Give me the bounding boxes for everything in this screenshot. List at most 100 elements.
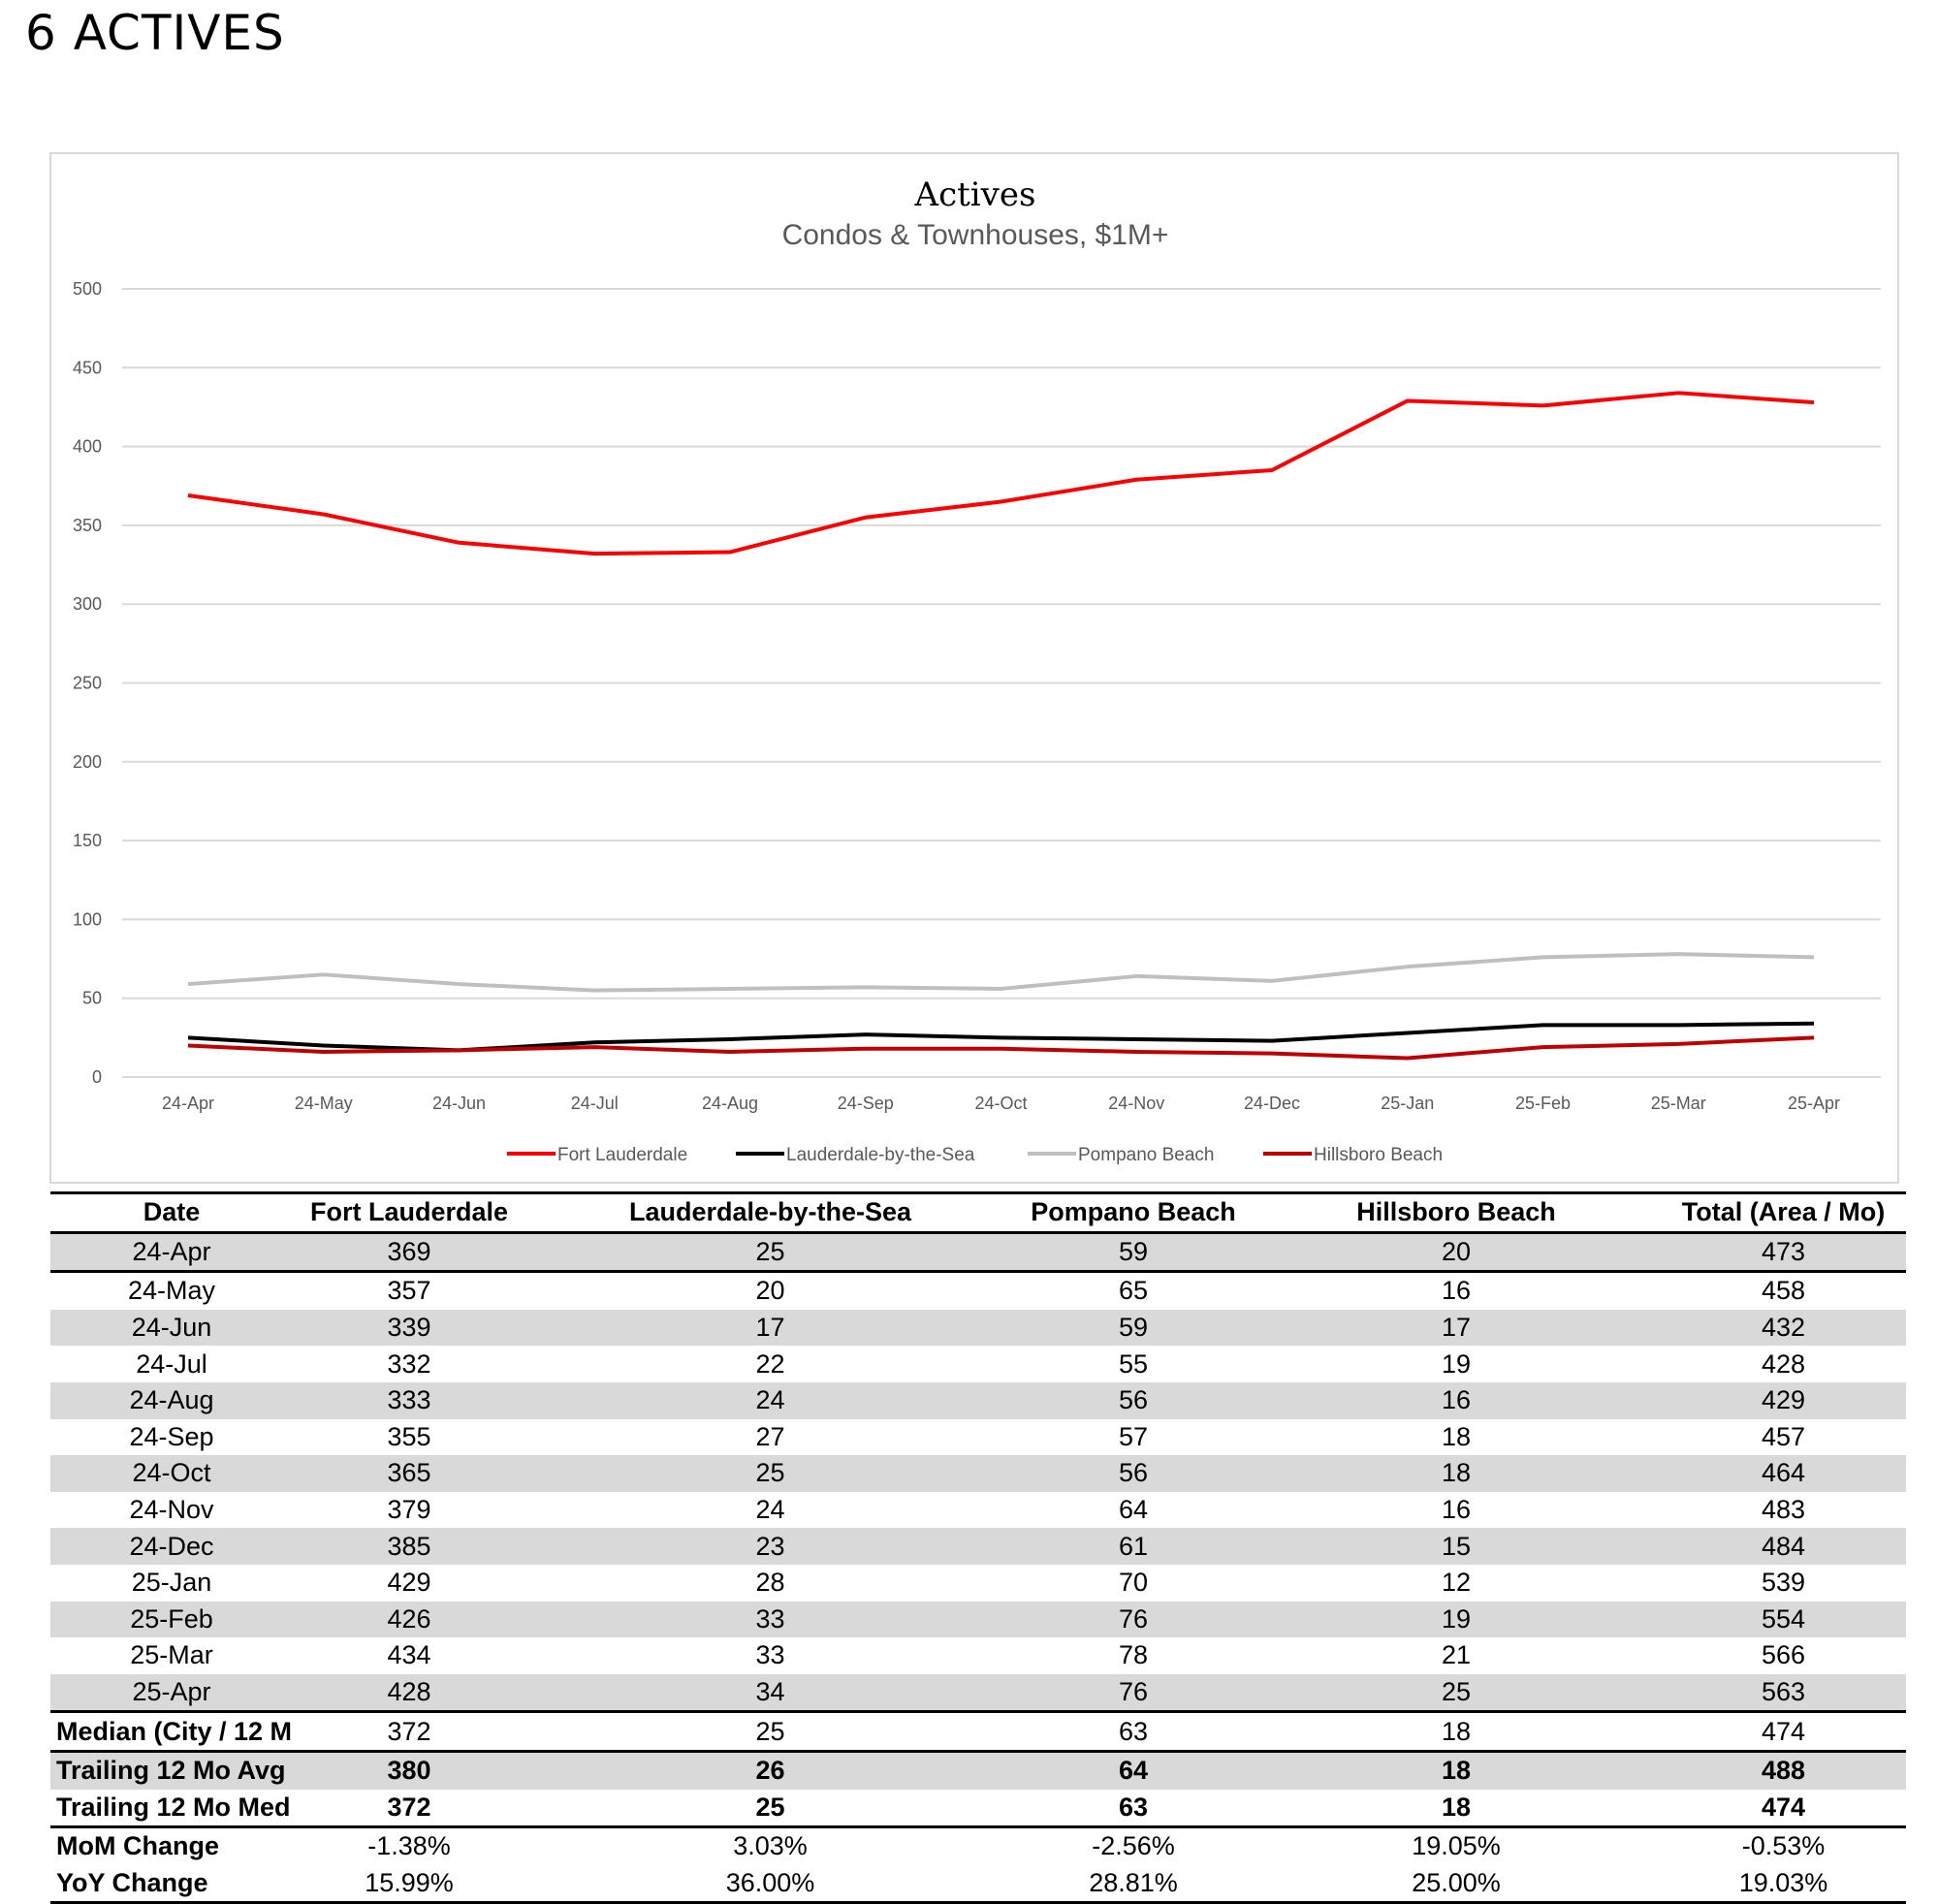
value-cell: 23 [525, 1528, 1015, 1565]
value-cell: 16 [1441, 1276, 1472, 1306]
value-cell: 15 [1252, 1528, 1661, 1565]
value-cell: 24 [525, 1381, 1015, 1419]
summary-row: YoY Change 15.99% 36.00% 28.81% 25.00% 19.03% [50, 1864, 1906, 1904]
y-tick-label: 50 [82, 989, 102, 1008]
table-row: 24-Oct 365 25 56 18 464 [50, 1455, 1906, 1492]
summary-label-cell: MoM Change [56, 1831, 219, 1861]
table-row: 24-Apr 369 25 59 20 473 [50, 1232, 1906, 1274]
column-header: Total (Area / Mo) [1661, 1191, 1906, 1234]
x-tick-label: 24-May [295, 1094, 353, 1113]
y-tick-label: 200 [73, 752, 102, 772]
value-cell: 16 [1252, 1381, 1661, 1419]
value-cell: 59 [1015, 1309, 1252, 1347]
column-header: Lauderdale-by-the-Sea [525, 1191, 1015, 1234]
chart-frame: Actives Condos & Townhouses, $1M+ 0 50 100… [49, 152, 1899, 1184]
value-cell: 458 [1761, 1276, 1806, 1306]
value-cell: 33 [525, 1601, 1015, 1638]
y-tick-label: 300 [73, 594, 102, 614]
value-cell: 34 [525, 1673, 1015, 1712]
value-cell: 385 [293, 1528, 525, 1565]
summary-value-cell: 372 [293, 1789, 525, 1829]
x-tick-label: 25-Apr [1788, 1094, 1840, 1113]
legend: Fort Lauderdale Lauderdale-by-the-Sea Pomp… [507, 1145, 1443, 1165]
series-line-fort-lauderdale [187, 391, 1815, 556]
series-line-pompano-beach [187, 952, 1815, 993]
value-cell: 332 [387, 1349, 431, 1379]
value-cell: 22 [755, 1349, 785, 1379]
table-header-row: Date Fort Lauderdale Lauderdale-by-the-Sea… [50, 1191, 1906, 1234]
value-cell: 12 [1441, 1568, 1472, 1598]
summary-value-cell: 28.81% [1015, 1864, 1252, 1904]
y-tick-label: 500 [73, 279, 102, 299]
date-cell: 24-Oct [50, 1455, 293, 1492]
x-tick-label: 24-Sep [838, 1094, 894, 1113]
table-row: 24-Jun 339 17 59 17 432 [50, 1309, 1906, 1347]
value-cell: 61 [1015, 1528, 1252, 1565]
value-cell: 78 [1118, 1640, 1149, 1670]
value-cell: 333 [293, 1381, 525, 1419]
value-cell: 56 [1015, 1381, 1252, 1419]
summary-value-cell: 380 [293, 1749, 525, 1790]
legend-label: Pompano Beach [1078, 1145, 1215, 1165]
value-cell: 434 [387, 1640, 431, 1670]
table-row: 24-Aug 333 24 56 16 429 [50, 1381, 1906, 1419]
summary-value-cell: 488 [1661, 1749, 1906, 1790]
value-cell: 484 [1661, 1528, 1906, 1565]
x-tick-label: 24-Aug [702, 1094, 758, 1113]
value-cell: 20 [1252, 1232, 1661, 1274]
date-cell: 24-May [127, 1276, 216, 1306]
table-row: 24-May 357 20 65 16 458 [50, 1272, 1906, 1310]
value-cell: 19 [1441, 1349, 1472, 1379]
y-tick-label: 400 [73, 437, 102, 457]
x-axis-ticks: 24-Apr 24-May 24-Jun 24-Jul 24-Aug 24-Sep 24-O… [162, 1094, 1840, 1113]
value-cell: 76 [1015, 1601, 1252, 1638]
y-tick-label: 150 [73, 831, 102, 850]
value-cell: 33 [755, 1640, 785, 1670]
date-cell: 24-Jun [50, 1309, 293, 1347]
value-cell: 25 [525, 1232, 1015, 1274]
table-row: 25-Mar 434 33 78 21 566 [50, 1637, 1906, 1674]
summary-value-cell: 474 [1661, 1710, 1906, 1752]
value-cell: 17 [525, 1309, 1015, 1347]
x-tick-label: 25-Jan [1381, 1094, 1434, 1113]
x-tick-label: 25-Feb [1515, 1094, 1571, 1113]
legend-label: Lauderdale-by-the-Sea [786, 1145, 975, 1165]
value-cell: 473 [1661, 1232, 1906, 1274]
value-cell: 429 [1661, 1381, 1906, 1419]
value-cell: 28 [755, 1568, 785, 1598]
summary-value-cell: 25.00% [1252, 1864, 1661, 1904]
chart-title: Actives [914, 175, 1036, 214]
value-cell: 21 [1441, 1640, 1472, 1670]
summary-value-cell: 19.03% [1661, 1864, 1906, 1904]
table-row: 24-Jul 332 22 55 19 428 [50, 1346, 1906, 1382]
date-cell: 24-Sep [129, 1421, 214, 1451]
table-row: 24-Dec 385 23 61 15 484 [50, 1528, 1906, 1565]
x-tick-label: 24-Jun [432, 1094, 486, 1113]
value-cell: 18 [1252, 1455, 1661, 1492]
x-tick-label: 25-Mar [1651, 1094, 1706, 1113]
value-cell: 355 [387, 1421, 431, 1451]
value-cell: 566 [1761, 1640, 1806, 1670]
summary-value-cell: 18 [1252, 1789, 1661, 1829]
column-header: Fort Lauderdale [293, 1191, 525, 1234]
y-tick-label: 450 [73, 358, 102, 377]
value-cell: 429 [387, 1568, 431, 1598]
value-cell: 464 [1661, 1455, 1906, 1492]
date-cell: 24-Dec [50, 1528, 293, 1565]
value-cell: 554 [1661, 1601, 1906, 1638]
table-row: 24-Nov 379 24 64 16 483 [50, 1492, 1906, 1529]
value-cell: 55 [1118, 1349, 1149, 1379]
value-cell: 428 [293, 1673, 525, 1712]
date-cell: 25-Jan [131, 1568, 212, 1598]
column-header: Pompano Beach [1015, 1191, 1252, 1234]
summary-value-cell: -1.38% [367, 1831, 451, 1861]
table-row: 25-Jan 429 28 70 12 539 [50, 1565, 1906, 1602]
value-cell: 428 [1761, 1349, 1806, 1379]
summary-value-cell: 372 [293, 1710, 525, 1752]
value-cell: 339 [293, 1309, 525, 1347]
gridlines [122, 288, 1881, 1078]
summary-value-cell: 474 [1661, 1789, 1906, 1829]
table-body: 24-Apr 369 25 59 20 473 24-May 357 20 65 16 458 24-J… [50, 1232, 1906, 1904]
value-cell: 56 [1015, 1455, 1252, 1492]
summary-value-cell: 26 [525, 1749, 1015, 1790]
